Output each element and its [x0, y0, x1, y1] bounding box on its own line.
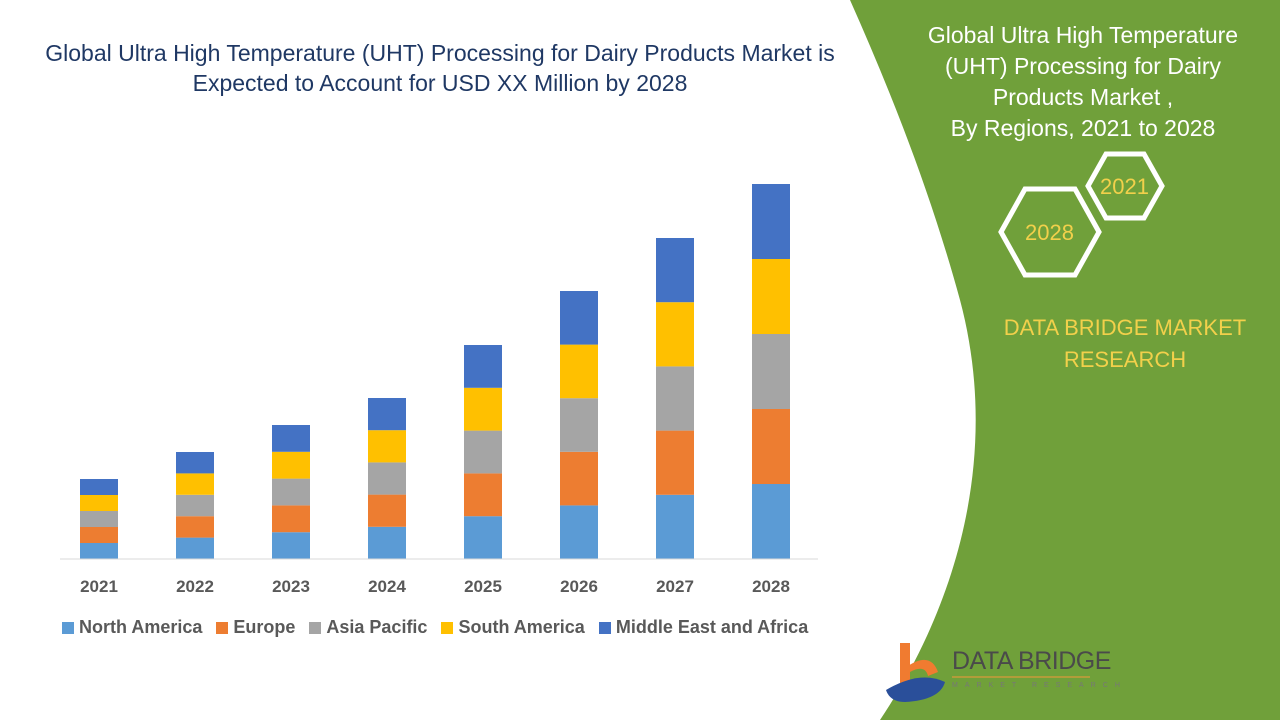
bar-segment	[80, 511, 118, 527]
bar-segment	[656, 302, 694, 367]
x-tick-label: 2027	[656, 577, 694, 596]
hexagon-2028	[998, 186, 1102, 278]
bar-segment	[80, 527, 118, 543]
legend-label: Asia Pacific	[326, 617, 428, 637]
bar-segment	[752, 259, 790, 334]
bar-segment	[752, 484, 790, 559]
hex-label-2028: 2028	[1025, 220, 1074, 245]
bar-segment	[560, 291, 598, 345]
bar-segment	[80, 543, 118, 559]
bar-segment	[368, 430, 406, 463]
bar-segment	[368, 398, 406, 431]
side-title-line: By Regions, 2021 to 2028	[950, 115, 1216, 141]
bar-segment	[752, 334, 790, 409]
logo-tagline: MARKET RESEARCH	[952, 682, 1127, 689]
bar-segment	[176, 516, 214, 538]
x-tick-label: 2028	[752, 577, 790, 596]
bar-segment	[752, 184, 790, 259]
bar-segment	[80, 479, 118, 495]
x-tick-label: 2026	[560, 577, 598, 596]
x-tick-label: 2021	[80, 577, 118, 596]
bar-segment	[176, 452, 214, 474]
side-title-line: Global Ultra High Temperature	[927, 22, 1239, 48]
legend-item: North America	[62, 617, 202, 638]
x-tick-label: 2022	[176, 577, 214, 596]
hex-label-2021: 2021	[1100, 174, 1149, 199]
x-tick-label: 2025	[464, 577, 502, 596]
bar-segment	[464, 516, 502, 559]
bar-segment	[464, 473, 502, 517]
legend-item: Asia Pacific	[309, 617, 427, 638]
bar-segment	[272, 532, 310, 559]
bar-segment	[464, 430, 502, 474]
bar-segment	[272, 451, 310, 479]
side-panel	[850, 0, 1280, 720]
bar-segment	[560, 398, 598, 452]
legend-label: Middle East and Africa	[615, 617, 809, 637]
logo-name: DATA BRIDGE	[952, 647, 1111, 675]
bar-segment	[464, 345, 502, 388]
bar-segment	[176, 537, 214, 559]
side-title-line: Products Market ,	[992, 84, 1174, 110]
bar-segment	[176, 473, 214, 495]
bar-segment	[272, 425, 310, 452]
legend-label: Europe	[233, 617, 296, 637]
bar-segment	[272, 505, 310, 533]
legend-item: South America	[441, 617, 585, 638]
brand-text: DATA BRIDGE MARKET RESEARCH	[980, 312, 1270, 376]
chart-area: 2021 2022 2023 2024 2025 2026 2027 2028	[60, 184, 818, 596]
legend-item: Europe	[216, 617, 295, 638]
bar-segment	[560, 451, 598, 506]
bar-segment	[656, 494, 694, 559]
legend-swatch	[598, 621, 611, 634]
legend-label: South America	[458, 617, 585, 637]
brand-line: RESEARCH	[1063, 347, 1187, 372]
bar-segment	[656, 238, 694, 303]
x-tick-label: 2024	[368, 577, 406, 596]
brand-line: DATA BRIDGE MARKET	[1003, 315, 1247, 340]
bar-segment	[176, 494, 214, 517]
legend: North America Europe Asia Pacific South Ame…	[62, 617, 808, 638]
bar-segment	[560, 505, 598, 559]
bar-segment	[464, 387, 502, 431]
legend-swatch	[62, 621, 74, 634]
bar-segment	[368, 526, 406, 559]
legend-label: North America	[79, 617, 203, 637]
legend-swatch	[216, 621, 229, 634]
legend-item: Middle East and Africa	[598, 617, 809, 638]
bar-segment	[656, 366, 694, 431]
chart-title: Global Ultra High Temperature (UHT) Proc…	[45, 40, 835, 96]
legend-swatch	[309, 621, 322, 634]
bar-segment	[368, 494, 406, 527]
bar-segment	[560, 344, 598, 399]
legend-swatch	[441, 621, 454, 634]
bar-segment	[368, 462, 406, 495]
hexagon-2021	[1085, 151, 1165, 221]
logo-icon	[886, 643, 945, 702]
bar-segment	[752, 409, 790, 484]
side-title-line: (UHT) Processing for Dairy	[944, 53, 1222, 79]
side-panel-title: Global Ultra High Temperature (UHT) Proc…	[900, 20, 1266, 144]
bar-segment	[80, 495, 118, 511]
bar-segment	[272, 478, 310, 506]
bar-segment	[656, 430, 694, 495]
x-tick-label: 2023	[272, 577, 310, 596]
